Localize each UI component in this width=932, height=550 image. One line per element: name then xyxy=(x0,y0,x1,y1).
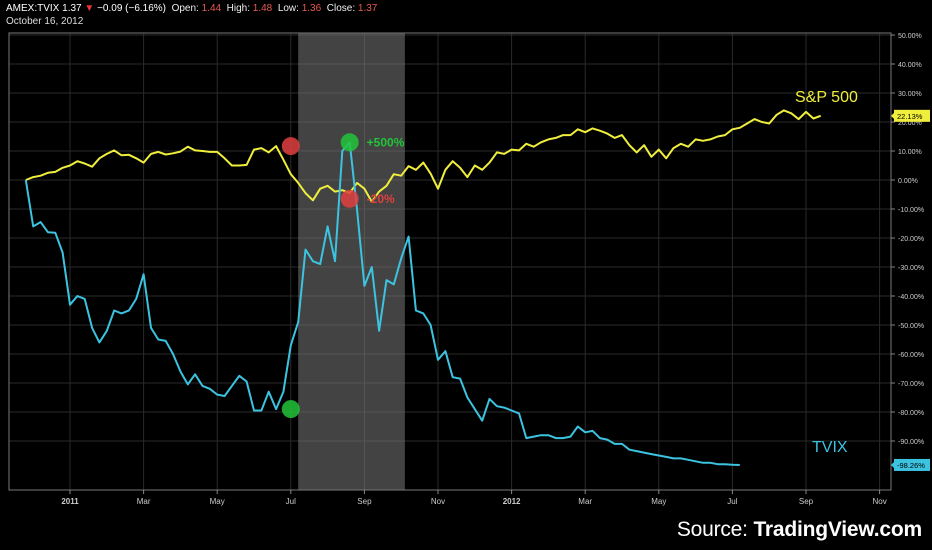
y-tick-label: 50.00% xyxy=(898,33,922,40)
badge-pointer xyxy=(891,460,895,469)
x-tick-label: Nov xyxy=(872,497,886,506)
low-value: 1.36 xyxy=(301,3,322,14)
series-labels: 22.13% S&P 500 -98.26% TVIX xyxy=(795,89,930,471)
high-value: 1.48 xyxy=(252,3,273,14)
series-name-sp500: S&P 500 xyxy=(795,89,858,106)
series-line-sp500 xyxy=(25,109,822,203)
y-tick-label: -10.00% xyxy=(898,207,924,214)
x-tick-label: 2011 xyxy=(61,497,79,506)
y-tick-label: 20.00% xyxy=(898,120,922,127)
badge-pointer xyxy=(891,111,895,120)
x-tick-label: 2012 xyxy=(503,497,521,506)
open-label: Open: xyxy=(171,3,199,14)
x-tick-label: Mar xyxy=(137,497,151,506)
x-tick-label: Mar xyxy=(578,497,592,506)
marker-label: -20% xyxy=(367,192,395,206)
y-tick-label: -20.00% xyxy=(898,236,924,243)
last-value-badge-tvix xyxy=(894,458,930,471)
open-value: 1.44 xyxy=(201,3,222,14)
x-tick-label: Sep xyxy=(357,497,372,506)
y-tick-label: 40.00% xyxy=(898,62,922,69)
y-tick-label: -30.00% xyxy=(898,265,924,272)
close-value: 1.37 xyxy=(357,3,378,14)
grid xyxy=(9,33,891,490)
marker-green xyxy=(281,400,300,419)
source-credit: Source: TradingView.com xyxy=(677,518,922,542)
y-axis: 50.00% 40.00% 30.00% 20.00% 10.00% 0.00% -10.0… xyxy=(891,33,924,446)
ohlc-row: AMEX:TVIX 1.37 ▼ −0.09 (−6.16%) Open: 1.… xyxy=(6,2,377,15)
source-prefix: Source: xyxy=(676,518,754,541)
series-line-tvix xyxy=(24,141,740,466)
y-tick-label: -70.00% xyxy=(898,381,924,388)
last-price: 1.37 xyxy=(62,3,82,14)
last-value-text-tvix: -98.26% xyxy=(897,461,925,470)
x-tick-label: Sep xyxy=(799,497,814,506)
x-tick-label: Nov xyxy=(431,497,445,506)
x-tick-label: Jul xyxy=(286,497,296,506)
source-brand: TradingView.com xyxy=(753,518,922,541)
price-change: −0.09 (−6.16%) xyxy=(97,3,167,14)
y-tick-label: -60.00% xyxy=(898,352,924,359)
x-tick-label: Jul xyxy=(727,497,737,506)
y-tick-label: -50.00% xyxy=(898,323,924,330)
y-tick-label: 10.00% xyxy=(898,149,922,156)
symbol: AMEX:TVIX xyxy=(6,3,60,14)
y-tick-label: 30.00% xyxy=(898,91,922,98)
y-tick-label: -90.00% xyxy=(898,439,924,446)
header-date: October 16, 2012 xyxy=(6,16,84,27)
high-label: High: xyxy=(226,3,250,14)
marker-red xyxy=(281,137,300,156)
series-lines xyxy=(24,109,822,466)
marker-label: +500% xyxy=(367,135,405,149)
price-header: AMEX:TVIX 1.37 ▼ −0.09 (−6.16%) Open: 1.… xyxy=(6,2,377,28)
last-value-badge-sp500 xyxy=(894,109,930,122)
marker-green xyxy=(340,133,359,152)
marker-red xyxy=(340,189,359,208)
x-tick-label: May xyxy=(210,497,225,506)
y-tick-label: -40.00% xyxy=(898,294,924,301)
low-label: Low: xyxy=(277,3,299,14)
series-name-tvix: TVIX xyxy=(812,439,848,456)
down-arrow-icon: ▼ xyxy=(84,3,95,14)
last-value-text-sp500: 22.13% xyxy=(897,112,923,121)
x-tick-label: May xyxy=(651,497,666,506)
close-label: Close: xyxy=(326,3,356,14)
event-markers: +500% -20% xyxy=(281,133,405,419)
plot-frame xyxy=(8,32,892,491)
x-axis: 2011 Mar May Jul Sep Nov 2012 Mar May Jul Sep Nov xyxy=(61,490,887,506)
y-tick-label: 0.00% xyxy=(898,178,918,185)
y-tick-label: -80.00% xyxy=(898,410,924,417)
